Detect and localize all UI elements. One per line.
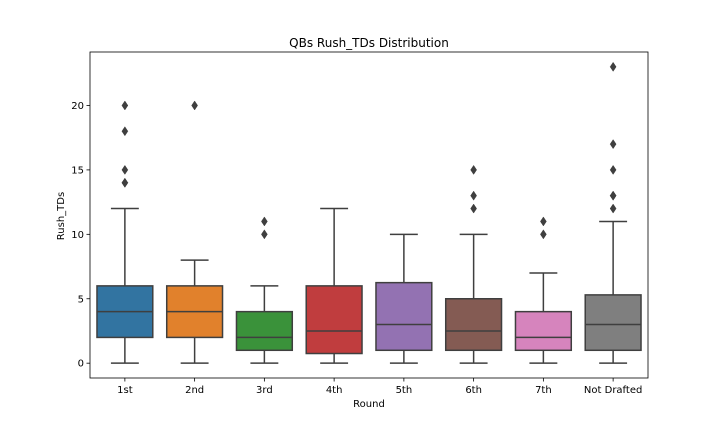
outlier-point <box>540 229 547 240</box>
outlier-point <box>121 100 129 111</box>
axes-frame <box>89 51 649 379</box>
box-7th <box>514 310 573 352</box>
y-tick-label: 5 <box>78 294 84 305</box>
chart-title: QBs Rush_TDs Distribution <box>289 36 449 50</box>
box-not-drafted <box>584 294 642 352</box>
x-tick-label: 6th <box>465 385 482 396</box>
outlier-point <box>261 229 268 240</box>
x-tick-label: 4th <box>326 385 343 396</box>
outlier-point <box>609 203 617 214</box>
outlier-point <box>121 126 129 137</box>
box-6th <box>444 298 503 352</box>
outlier-point <box>609 190 617 201</box>
y-tick-label: 0 <box>78 359 84 370</box>
x-tick-label: 2nd <box>185 385 204 396</box>
outlier-point <box>470 203 477 214</box>
outlier-point <box>191 100 198 111</box>
box-4th <box>305 285 363 355</box>
outlier-point <box>609 61 617 72</box>
outlier-point <box>609 139 617 150</box>
x-tick-label: 7th <box>535 385 552 396</box>
plot-area: 0 5 10 15 20 1st 2nd 3rd 4th 5th 6th 7th Not Drafted <box>71 51 649 396</box>
x-tick-label: 1st <box>117 385 133 396</box>
box-5th <box>375 281 433 352</box>
x-tick-label: 3rd <box>256 385 273 396</box>
y-axis-label: Rush_TDs <box>56 192 67 240</box>
outlier-point <box>470 190 477 201</box>
outlier-point <box>121 164 129 175</box>
x-tick-label: 5th <box>396 385 413 396</box>
x-tick-label: Not Drafted <box>584 385 642 396</box>
outlier-point <box>121 177 129 188</box>
x-axis-label: Round <box>353 399 385 410</box>
y-tick-label: 15 <box>71 165 84 176</box>
outlier-point <box>470 164 477 175</box>
y-tick-label: 20 <box>71 101 84 112</box>
y-tick-label: 10 <box>71 230 84 241</box>
outlier-point <box>261 216 268 227</box>
outlier-point <box>609 164 617 175</box>
outlier-point <box>540 216 547 227</box>
box-3rd <box>235 310 294 352</box>
